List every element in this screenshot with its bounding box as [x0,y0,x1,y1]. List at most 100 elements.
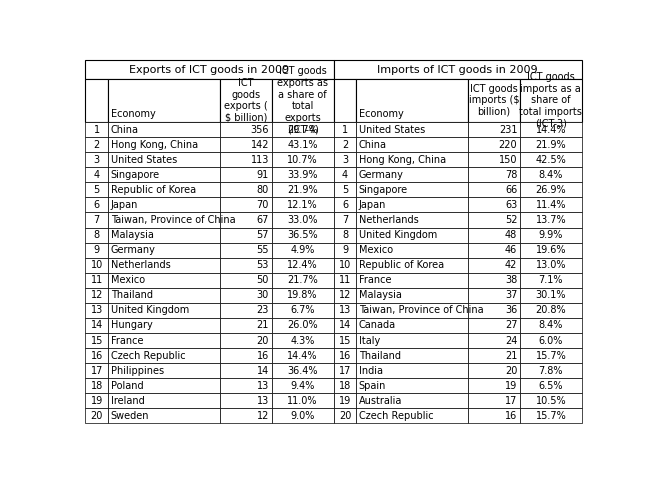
Text: 14: 14 [90,320,103,331]
Bar [519,303,582,318]
Text: 9: 9 [94,245,100,255]
Bar [356,228,468,243]
Bar [271,288,333,303]
Text: Sweden: Sweden [111,411,149,421]
Text: Taiwan, Province of China: Taiwan, Province of China [359,306,484,315]
Bar [271,318,333,333]
Bar [85,137,108,152]
Bar [108,393,220,408]
Text: Hungary: Hungary [111,320,152,331]
Text: 9.0%: 9.0% [290,411,315,421]
Bar [468,408,519,423]
Text: 70: 70 [256,200,269,210]
Bar [85,228,108,243]
Text: 10: 10 [90,260,103,270]
Text: Republic of Korea: Republic of Korea [111,185,196,195]
Bar [85,60,333,79]
Bar [220,243,271,258]
Bar [333,333,356,348]
Text: 33.9%: 33.9% [287,170,318,180]
Text: 1: 1 [342,125,348,135]
Bar [519,213,582,228]
Text: 15: 15 [339,335,351,345]
Text: 12: 12 [90,290,103,300]
Text: Singapore: Singapore [359,185,408,195]
Bar [468,348,519,363]
Text: 7: 7 [94,215,100,225]
Bar [356,197,468,213]
Text: 220: 220 [499,140,518,150]
Bar [220,318,271,333]
Bar [220,273,271,288]
Text: 1: 1 [94,125,100,135]
Bar [519,318,582,333]
Bar [356,393,468,408]
Bar [220,393,271,408]
Text: China: China [111,125,139,135]
Text: Italy: Italy [359,335,380,345]
Text: Thailand: Thailand [111,290,152,300]
Bar [271,228,333,243]
Text: 26.0%: 26.0% [287,320,318,331]
Bar [220,288,271,303]
Bar [108,79,220,122]
Text: 15: 15 [90,335,103,345]
Text: 20.8%: 20.8% [536,306,566,315]
Bar [468,122,519,137]
Bar [333,258,356,273]
Bar [271,408,333,423]
Bar [333,182,356,197]
Bar [468,378,519,393]
Text: Hong Kong, China: Hong Kong, China [359,155,446,165]
Bar [85,213,108,228]
Bar [85,408,108,423]
Bar [333,167,356,182]
Text: United Kingdom: United Kingdom [359,230,437,240]
Bar [468,167,519,182]
Bar [519,152,582,167]
Bar [468,213,519,228]
Bar [333,288,356,303]
Bar [271,303,333,318]
Bar [85,333,108,348]
Text: 14.4%: 14.4% [536,125,566,135]
Bar [85,182,108,197]
Text: 15.7%: 15.7% [536,351,566,361]
Text: 2: 2 [94,140,100,150]
Text: 10.5%: 10.5% [536,396,566,406]
Bar [356,182,468,197]
Text: 8: 8 [94,230,100,240]
Text: 30: 30 [256,290,269,300]
Bar [85,152,108,167]
Bar [468,303,519,318]
Text: Netherlands: Netherlands [111,260,171,270]
Bar [356,152,468,167]
Bar [85,318,108,333]
Bar [468,288,519,303]
Text: 11: 11 [339,275,351,285]
Bar [271,273,333,288]
Text: United States: United States [111,155,177,165]
Text: 46: 46 [505,245,518,255]
Bar [220,228,271,243]
Bar [468,363,519,378]
Text: 150: 150 [499,155,518,165]
Bar [519,167,582,182]
Text: 8: 8 [342,230,348,240]
Text: 17: 17 [505,396,518,406]
Bar [220,197,271,213]
Text: Spain: Spain [359,381,386,391]
Text: Mexico: Mexico [359,245,393,255]
Bar [356,213,468,228]
Bar [519,348,582,363]
Text: 3: 3 [94,155,100,165]
Text: 36.4%: 36.4% [287,365,318,376]
Bar [85,197,108,213]
Bar [85,288,108,303]
Bar [519,228,582,243]
Bar [468,258,519,273]
Text: 63: 63 [505,200,518,210]
Text: Australia: Australia [359,396,402,406]
Bar [356,303,468,318]
Text: 2: 2 [342,140,348,150]
